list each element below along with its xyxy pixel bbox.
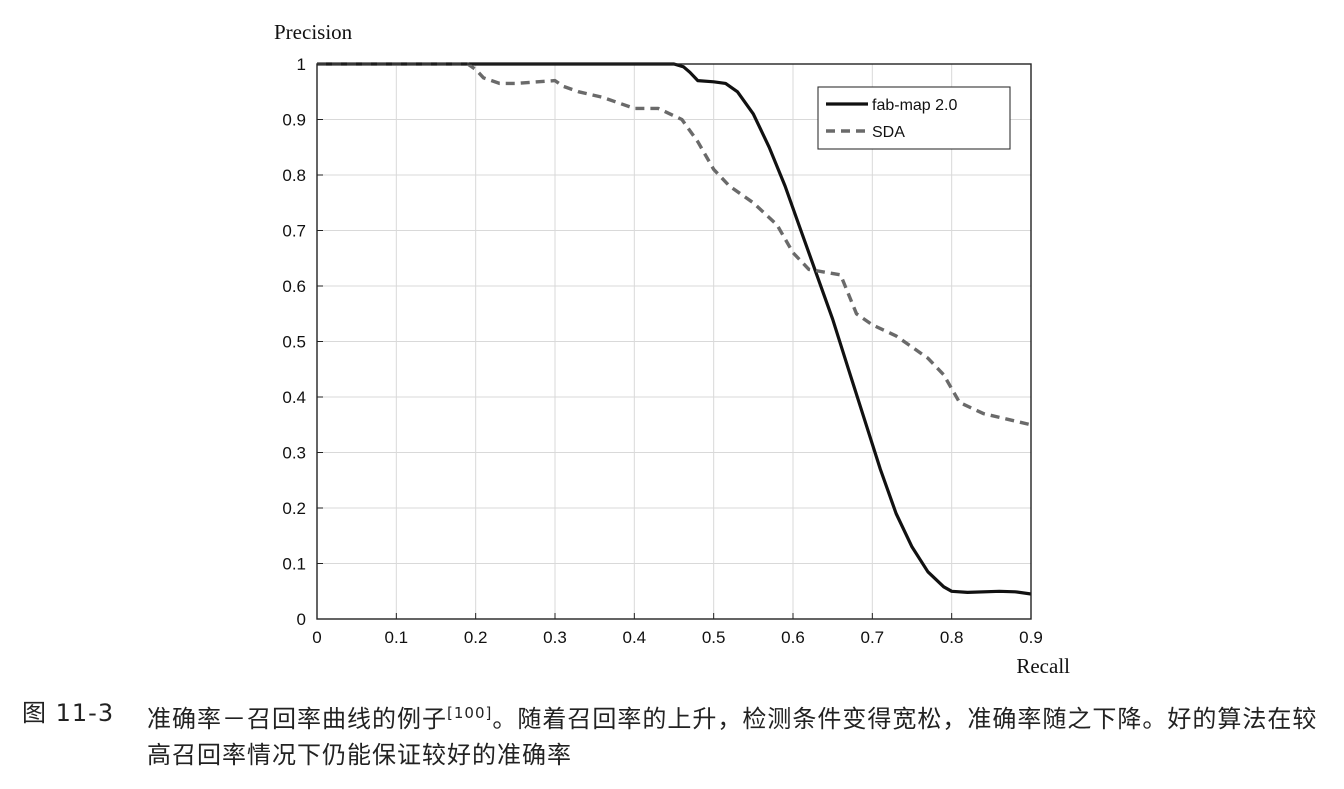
y-tick-label: 0.7 (282, 222, 306, 241)
y-tick-label: 0.8 (282, 166, 306, 185)
x-tick-label: 0.1 (385, 628, 409, 647)
y-axis-title: Precision (274, 20, 353, 44)
y-tick-label: 0.3 (282, 444, 306, 463)
x-tick-label: 0.4 (623, 628, 647, 647)
caption-text-before: 准确率－召回率曲线的例子 (147, 705, 447, 733)
x-tick-label: 0.5 (702, 628, 726, 647)
x-axis-title: Recall (1016, 654, 1070, 678)
caption-citation: [100] (447, 704, 493, 722)
series-lines (317, 62, 1032, 596)
y-tick-label: 0.4 (282, 388, 306, 407)
caption-text: 准确率－召回率曲线的例子[100]。随着召回率的上升，检测条件变得宽松，准确率随… (147, 695, 1327, 773)
legend-label-fab-map: fab-map 2.0 (872, 97, 957, 114)
x-tick-label: 0.2 (464, 628, 488, 647)
legend-label-sda: SDA (872, 124, 905, 141)
series-line-fab-map-2-0 (317, 62, 1032, 596)
grid-lines (317, 64, 1031, 619)
y-tick-label: 0.1 (282, 555, 306, 574)
plot-frame (316, 63, 1032, 620)
y-tick-label: 0.2 (282, 499, 306, 518)
y-tick-label: 1 (297, 55, 306, 74)
series-line-sda (317, 62, 1032, 427)
y-tick-label: 0.5 (282, 333, 306, 352)
precision-recall-chart: 0 0.1 0.2 0.3 0.4 0.5 0.6 0.7 0.8 0.9 0 0.1 0.2 0.3 0.… (274, 20, 1070, 678)
x-tick-label: 0 (312, 628, 321, 647)
x-tick-label: 0.3 (543, 628, 567, 647)
x-tick-label: 0.8 (940, 628, 964, 647)
caption-label: 图 11-3 (22, 699, 115, 727)
y-tick-label: 0.6 (282, 277, 306, 296)
legend: fab-map 2.0 SDA (817, 86, 1011, 150)
y-tick-label: 0 (297, 610, 306, 629)
x-tick-label: 0.6 (781, 628, 805, 647)
legend-box (817, 86, 1011, 150)
y-tick-label: 0.9 (282, 111, 306, 130)
x-tick-label: 0.9 (1019, 628, 1043, 647)
axis-ticks: 0 0.1 0.2 0.3 0.4 0.5 0.6 0.7 0.8 0.9 0 0.1 0.2 0.3 0.… (282, 55, 1042, 647)
x-tick-label: 0.7 (861, 628, 885, 647)
caption-text-after: 。随着召回率的上升，检测条件变得宽松，准确率随之下降。好的算法在较高召回率情况下… (147, 705, 1318, 769)
